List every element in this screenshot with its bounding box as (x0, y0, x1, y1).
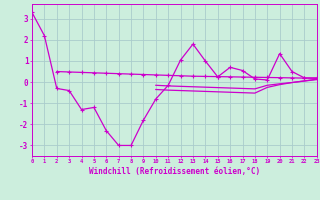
X-axis label: Windchill (Refroidissement éolien,°C): Windchill (Refroidissement éolien,°C) (89, 167, 260, 176)
